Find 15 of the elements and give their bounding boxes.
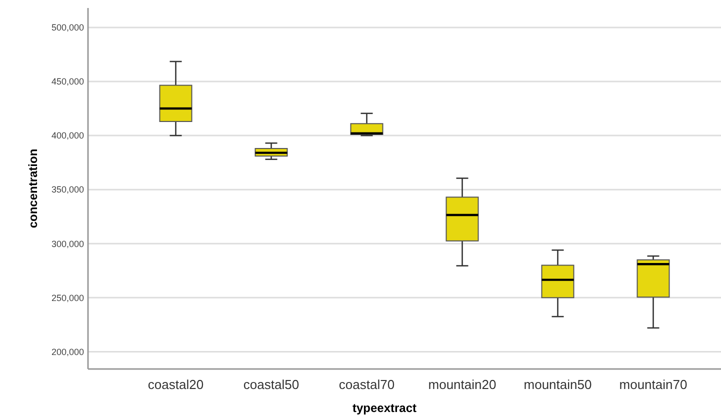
y-tick-label: 400,000 bbox=[51, 130, 84, 141]
y-tick-label: 350,000 bbox=[51, 184, 84, 195]
y-tick-label: 450,000 bbox=[51, 76, 84, 87]
x-tick-label: mountain20 bbox=[428, 377, 496, 392]
x-tick-label: coastal70 bbox=[338, 377, 395, 392]
y-axis-title: concentration bbox=[26, 148, 40, 228]
x-tick-label: coastal50 bbox=[243, 377, 300, 392]
x-tick-label: mountain70 bbox=[619, 377, 688, 392]
y-tick-label: 300,000 bbox=[51, 238, 84, 249]
x-tick-label: coastal20 bbox=[148, 377, 204, 392]
x-tick-label: mountain50 bbox=[524, 377, 592, 392]
y-tick-label: 250,000 bbox=[51, 292, 84, 303]
x-axis-title: typeextract bbox=[352, 401, 417, 415]
y-tick-label: 500,000 bbox=[51, 22, 84, 33]
y-tick-label: 200,000 bbox=[51, 346, 84, 357]
